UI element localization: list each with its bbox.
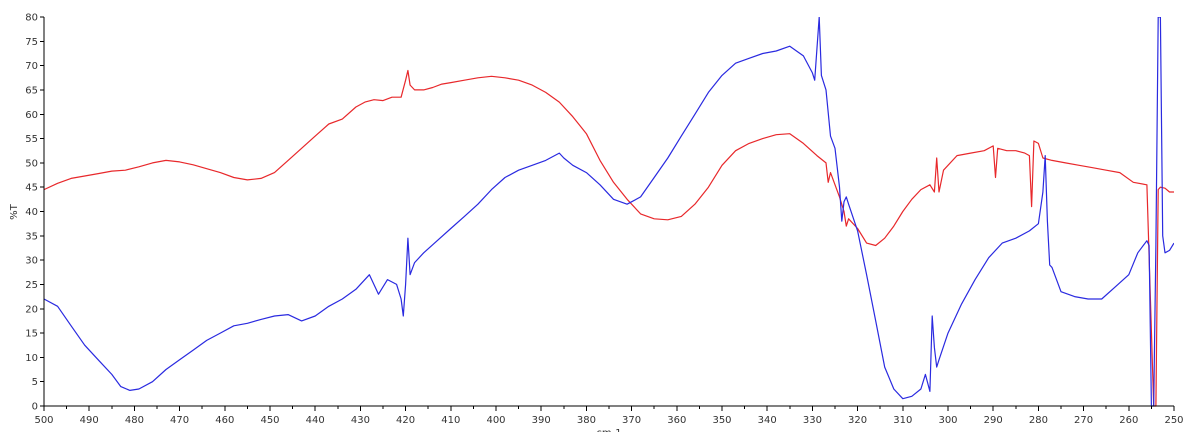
- x-tick-label: 340: [758, 415, 777, 426]
- x-tick-label: 480: [125, 415, 144, 426]
- y-tick-label: 15: [25, 329, 38, 340]
- x-tick-label: 490: [80, 415, 99, 426]
- x-tick-label: 320: [848, 415, 867, 426]
- y-tick-label: 80: [25, 13, 38, 24]
- y-tick-label: 10: [25, 353, 38, 364]
- y-tick-label: 0: [32, 402, 38, 413]
- x-axis-ticks: 500 490 480 470 460 450 440 430 420 410 400 390 380 3…: [34, 406, 1184, 426]
- y-tick-label: 60: [25, 110, 38, 121]
- y-tick-label: 5: [32, 377, 38, 388]
- y-tick-label: 35: [25, 231, 38, 242]
- y-tick-label: 20: [25, 304, 38, 315]
- x-tick-label: 430: [351, 415, 370, 426]
- x-tick-label: 380: [577, 415, 596, 426]
- x-tick-label: 500: [34, 415, 53, 426]
- series-group: [44, 17, 1174, 407]
- y-axis-title: %T: [9, 203, 20, 220]
- spectrum-line-1: [44, 69, 1174, 407]
- y-tick-label: 75: [25, 37, 38, 48]
- y-tick-label: 50: [25, 158, 38, 169]
- x-tick-label: 450: [260, 415, 279, 426]
- x-tick-label: 260: [1119, 415, 1138, 426]
- y-tick-label: 25: [25, 280, 38, 291]
- y-tick-label: 30: [25, 256, 38, 267]
- y-axis-ticks: 0 5 10 15 20 25 30 35 40 45 50 55 60 65 70 75 80: [25, 13, 44, 413]
- x-tick-label: 270: [1074, 415, 1093, 426]
- x-tick-label: 400: [486, 415, 505, 426]
- spectrum-line-2: [44, 17, 1174, 407]
- x-tick-label: 300: [938, 415, 957, 426]
- x-tick-label: 350: [712, 415, 731, 426]
- y-tick-label: 70: [25, 61, 38, 72]
- x-tick-label: 330: [803, 415, 822, 426]
- x-tick-label: 370: [622, 415, 641, 426]
- x-tick-label: 360: [667, 415, 686, 426]
- x-tick-label: 440: [306, 415, 325, 426]
- y-tick-label: 65: [25, 85, 38, 96]
- x-tick-label: 290: [984, 415, 1003, 426]
- x-tick-label: 250: [1164, 415, 1183, 426]
- x-tick-label: 410: [441, 415, 460, 426]
- x-tick-label: 310: [893, 415, 912, 426]
- x-tick-label: 390: [532, 415, 551, 426]
- y-tick-label: 40: [25, 207, 38, 218]
- x-tick-label: 420: [396, 415, 415, 426]
- y-tick-label: 45: [25, 183, 38, 194]
- x-tick-label: 470: [170, 415, 189, 426]
- x-tick-label: 460: [215, 415, 234, 426]
- x-tick-label: 280: [1029, 415, 1048, 426]
- x-axis-title: cm-1: [596, 428, 621, 432]
- y-tick-label: 55: [25, 134, 38, 145]
